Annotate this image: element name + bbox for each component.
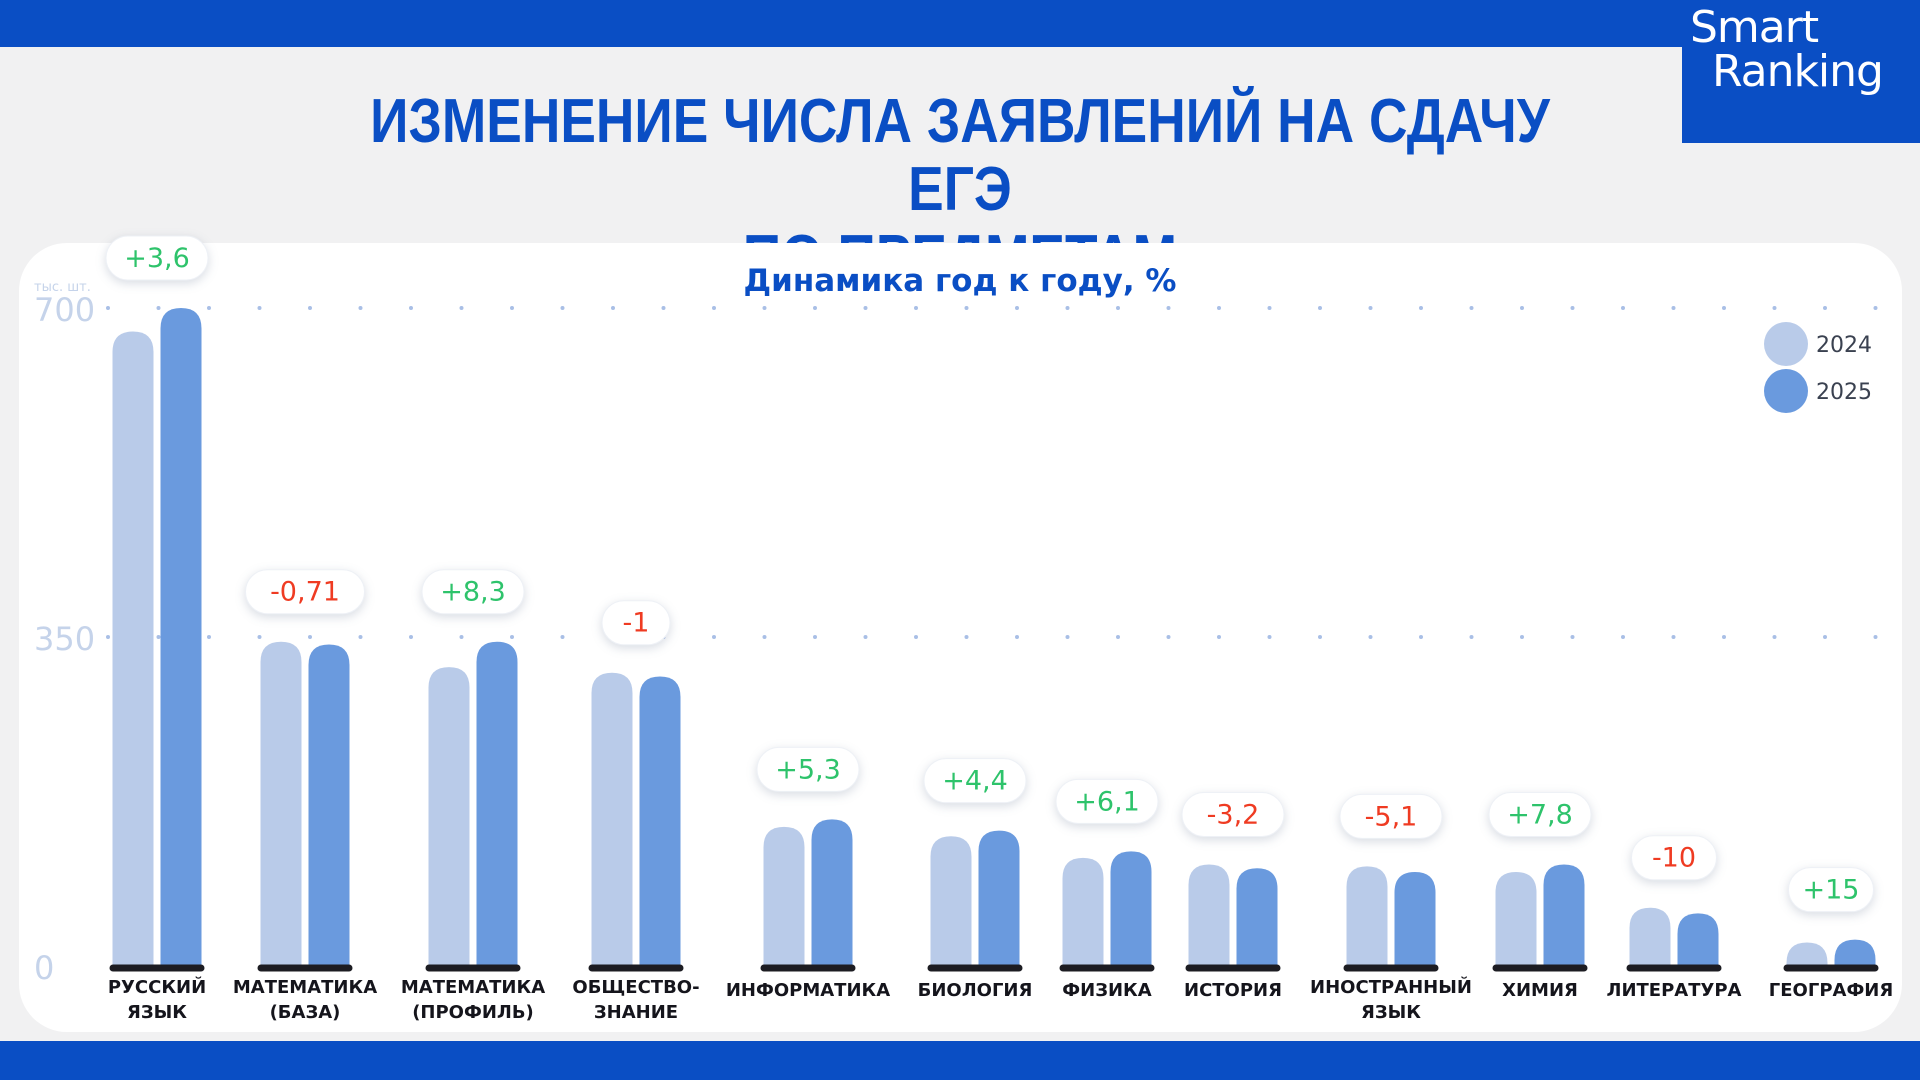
bar-2025 [476, 641, 518, 966]
change-value: +3,6 [124, 243, 190, 274]
category-label: ИНОСТРАННЫЙ [1310, 976, 1472, 998]
category-label: (БАЗА) [270, 1002, 341, 1023]
chart-subtitle: Динамика год к году, % [743, 263, 1176, 299]
change-badge [245, 569, 365, 615]
category-label: МАТЕМАТИКА [401, 977, 545, 998]
change-badge [1488, 791, 1592, 837]
change-badge [421, 569, 525, 615]
category-label: (ПРОФИЛЬ) [412, 1002, 534, 1023]
change-value: +5,3 [775, 754, 841, 785]
category-label: ХИМИЯ [1502, 980, 1578, 1001]
bar-2024 [1786, 942, 1828, 966]
bar-2025 [160, 308, 202, 966]
category-label: ОБЩЕСТВО- [572, 977, 699, 998]
bar-2025 [308, 644, 350, 966]
change-badge [1181, 791, 1285, 837]
change-value: -5,1 [1365, 801, 1418, 832]
change-value: +8,3 [440, 577, 506, 608]
bar-2024 [1062, 857, 1104, 966]
bar-2024 [763, 826, 805, 966]
change-badge [601, 600, 671, 646]
change-badge [923, 758, 1027, 804]
bar-2025 [1834, 939, 1876, 966]
change-value: +15 [1803, 875, 1860, 906]
category-label: БИОЛОГИЯ [918, 980, 1033, 1001]
change-badge [105, 235, 209, 281]
change-value: -3,2 [1207, 799, 1260, 830]
bar-2025 [1394, 872, 1436, 966]
legend-label: 2025 [1816, 380, 1872, 405]
bar-2025 [978, 830, 1020, 966]
bar-2024 [428, 667, 470, 966]
change-badge [1055, 778, 1159, 824]
y-tick-label: 700 [34, 291, 95, 329]
change-badge [1788, 867, 1874, 913]
category-label: ФИЗИКА [1062, 980, 1151, 1001]
change-badge [1631, 835, 1717, 881]
category-label: ЯЗЫК [1361, 1002, 1421, 1023]
bar-2024 [1629, 907, 1671, 966]
change-value: +4,4 [942, 766, 1008, 797]
change-value: +6,1 [1074, 786, 1140, 817]
change-badge [1339, 793, 1443, 839]
bar-2024 [930, 836, 972, 966]
category-label: ЛИТЕРАТУРА [1607, 980, 1742, 1001]
change-badge [756, 746, 860, 792]
bar-2024 [112, 331, 154, 966]
bar-2024 [1188, 864, 1230, 966]
bottom-band [0, 1041, 1920, 1080]
legend-label: 2024 [1816, 333, 1872, 358]
category-label: ИНФОРМАТИКА [726, 980, 890, 1001]
category-label: ЗНАНИЕ [594, 1002, 678, 1023]
bar-2025 [1677, 913, 1719, 966]
legend-swatch-2024 [1764, 322, 1808, 366]
category-label: ИСТОРИЯ [1184, 980, 1282, 1001]
category-label: ЯЗЫК [127, 1002, 187, 1023]
bar-2025 [811, 819, 853, 966]
change-value: +7,8 [1507, 799, 1573, 830]
change-value: -10 [1652, 843, 1696, 874]
change-value: -1 [623, 608, 650, 639]
bar-2025 [1236, 868, 1278, 966]
legend-swatch-2025 [1764, 369, 1808, 413]
logo-line1: Smart [1690, 2, 1819, 53]
bar-2025 [1543, 864, 1585, 966]
y-tick-label: 0 [34, 949, 54, 987]
logo-line2: Ranking [1712, 46, 1884, 97]
bar-2024 [591, 672, 633, 966]
category-label: РУССКИЙ [108, 976, 206, 998]
category-label: ГЕОГРАФИЯ [1769, 980, 1893, 1001]
category-label: МАТЕМАТИКА [233, 977, 377, 998]
y-tick-label: 350 [34, 620, 95, 658]
bar-2025 [1110, 851, 1152, 966]
bar-2024 [260, 641, 302, 966]
smart-ranking-logo: Smart Ranking [1682, 0, 1920, 143]
bar-2025 [639, 676, 681, 966]
top-band [0, 0, 1920, 47]
y-unit-label: тыс. шт. [34, 280, 91, 295]
bar-2024 [1346, 866, 1388, 966]
change-value: -0,71 [270, 577, 340, 608]
bar-2024 [1495, 872, 1537, 966]
title-line1: ИЗМЕНЕНИЕ ЧИСЛА ЗАЯВЛЕНИЙ НА СДАЧУ ЕГЭ [370, 87, 1550, 224]
